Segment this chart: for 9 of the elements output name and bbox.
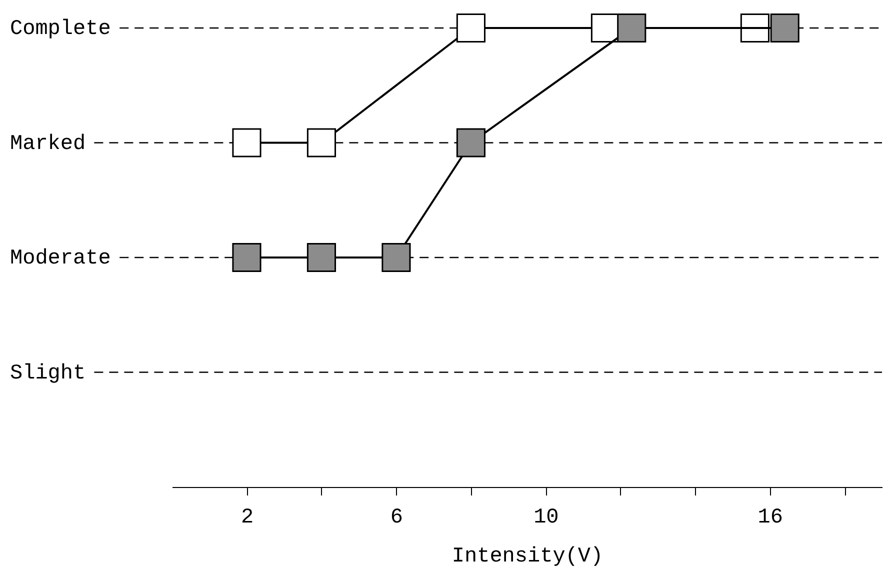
ref-line-label: Slight bbox=[10, 362, 86, 386]
x-tick-label: 6 bbox=[390, 506, 404, 530]
ref-line-label: Moderate bbox=[10, 248, 111, 270]
x-axis-title: Intensity(V) bbox=[452, 546, 604, 568]
ref-line-label: Complete bbox=[10, 18, 111, 41]
x-tick-label: 16 bbox=[758, 506, 784, 530]
x-tick-label: 10 bbox=[534, 506, 559, 530]
ref-line-label: Marked bbox=[10, 132, 86, 156]
x-tick-label: 2 bbox=[240, 506, 254, 530]
